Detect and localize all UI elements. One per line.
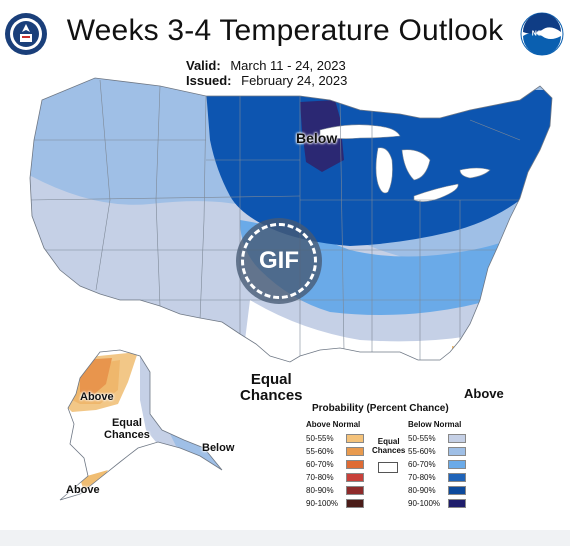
legend-above-item: 55-60% <box>306 447 369 456</box>
florida-above-50-55-zone <box>452 346 470 362</box>
lake-erie <box>413 183 459 202</box>
label-equal-chances-main: Equal Chances <box>240 371 303 404</box>
noaa-logo-text: NOAA <box>532 31 553 38</box>
legend-swatch <box>448 473 466 482</box>
legend-swatch <box>448 447 466 456</box>
gif-play-button[interactable]: GIF <box>236 218 322 304</box>
legend-swatch <box>346 473 364 482</box>
legend-below-item: 50-55% <box>408 434 471 443</box>
legend-swatch <box>448 486 466 495</box>
lake-huron <box>401 149 431 181</box>
label-alaska-above-top: Above <box>80 391 114 403</box>
legend-below-item: 70-80% <box>408 473 471 482</box>
valid-label: Valid: <box>186 58 221 73</box>
conus-outline <box>29 77 553 363</box>
label-alaska-equal-chances: Equal Chances <box>104 417 150 441</box>
legend-below-item: 90-100% <box>408 499 471 508</box>
legend-swatch <box>448 434 466 443</box>
lake-michigan <box>375 147 393 194</box>
bottom-strip <box>0 530 570 546</box>
page-title: Weeks 3-4 Temperature Outlook <box>66 14 504 47</box>
legend-equal-swatch <box>378 462 398 473</box>
lake-ontario <box>459 167 491 179</box>
valid-dates: March 11 - 24, 2023 <box>230 58 346 73</box>
legend-swatch <box>448 460 466 469</box>
lake-superior <box>319 124 401 139</box>
label-alaska-above-bottom: Above <box>66 484 100 496</box>
issued-date: February 24, 2023 <box>241 73 348 88</box>
legend-below-item: 55-60% <box>408 447 471 456</box>
florida-above-55-60-zone <box>452 346 492 362</box>
gif-button-label: GIF <box>259 247 299 274</box>
alaska-outline <box>59 349 223 501</box>
label-alaska-below: Below <box>202 442 235 454</box>
label-below-main: Below <box>296 130 338 146</box>
legend-above-item: 60-70% <box>306 460 369 469</box>
legend-above-header: Above Normal <box>306 420 361 429</box>
legend-title: Probability (Percent Chance) <box>312 403 449 414</box>
legend-above-item: 70-80% <box>306 473 369 482</box>
legend-swatch <box>346 434 364 443</box>
issued-label: Issued: <box>186 73 232 88</box>
alaska-below-55-60-zone <box>170 434 222 470</box>
legend-above-item: 50-55% <box>306 434 369 443</box>
legend-swatch <box>346 486 364 495</box>
legend-above-item: 80-90% <box>306 486 369 495</box>
legend-above-item: 90-100% <box>306 499 369 508</box>
state-boundaries <box>30 79 521 360</box>
legend-swatch <box>346 447 364 456</box>
noaa-logo-icon: NOAA <box>520 12 564 56</box>
legend-swatch <box>346 460 364 469</box>
valid-line: Valid: March 11 - 24, 2023 <box>186 58 346 73</box>
legend: Probability (Percent Chance) Above Norma… <box>302 400 488 512</box>
legend-below-item: 60-70% <box>408 460 471 469</box>
legend-equal-label: Equal Chances <box>372 437 406 455</box>
alaska-above-bottom-zone <box>80 470 108 492</box>
issued-line: Issued: February 24, 2023 <box>186 73 347 88</box>
doc-seal-icon <box>5 13 47 55</box>
legend-below-header: Below Normal <box>408 420 462 429</box>
legend-below-item: 80-90% <box>408 486 471 495</box>
legend-swatch <box>346 499 364 508</box>
label-above-florida: Above <box>464 386 504 401</box>
alaska-below-50-55-zone <box>140 356 222 470</box>
legend-swatch <box>448 499 466 508</box>
